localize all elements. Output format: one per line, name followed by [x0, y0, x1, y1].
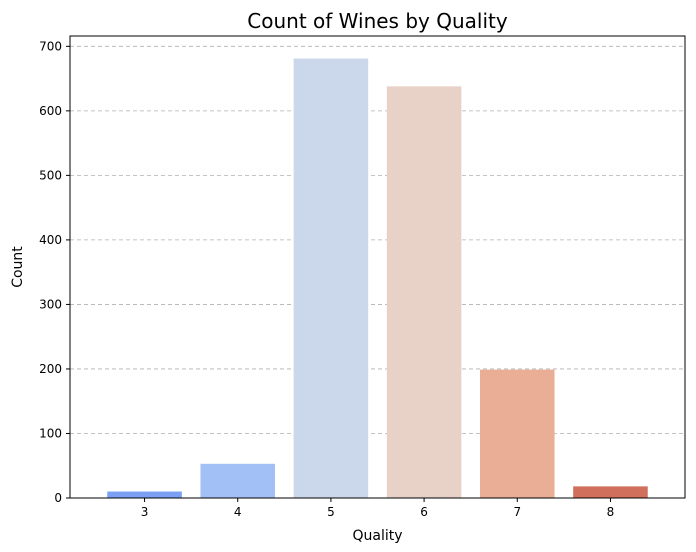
bar-quality-8	[573, 486, 648, 498]
y-tick-label: 0	[54, 491, 62, 505]
y-axis-ticks: 0 100 200 300 400 500 600 700	[39, 39, 70, 505]
bar-quality-5	[293, 58, 369, 498]
y-tick-label: 700	[39, 39, 62, 53]
y-tick-label: 600	[39, 104, 62, 118]
bar-quality-4	[200, 463, 275, 498]
x-tick-label: 8	[607, 505, 615, 519]
y-tick-label: 300	[39, 297, 62, 311]
x-tick-label: 3	[141, 505, 149, 519]
x-tick-label: 7	[513, 505, 521, 519]
y-tick-label: 200	[39, 362, 62, 376]
y-tick-label: 500	[39, 168, 62, 182]
axes-layer	[69, 35, 686, 499]
x-tick-label: 6	[420, 505, 428, 519]
plot-frame	[69, 35, 686, 499]
y-axis-label: Count	[10, 246, 26, 288]
bars-layer	[107, 58, 648, 499]
x-tick-label: 4	[234, 505, 242, 519]
y-tick-label: 400	[39, 233, 62, 247]
x-axis-ticks: 3 4 5 6 7 8	[141, 498, 615, 519]
grid-layer	[70, 45, 685, 499]
y-tick-label: 100	[39, 426, 62, 440]
chart-title: Count of Wines by Quality	[247, 9, 508, 33]
bar-quality-3	[107, 491, 182, 498]
bar-quality-7	[480, 369, 555, 498]
x-tick-label: 5	[327, 505, 335, 519]
bar-quality-6	[386, 86, 462, 499]
x-axis-label: Quality	[352, 528, 402, 544]
